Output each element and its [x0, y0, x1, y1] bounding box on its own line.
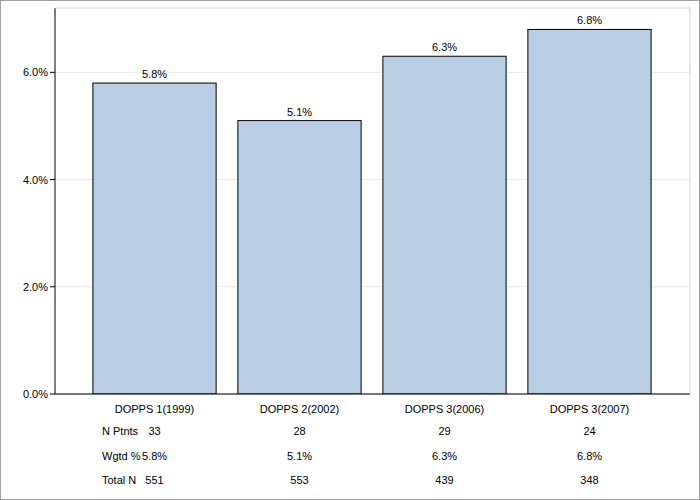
bars — [93, 29, 651, 394]
table-cell: 28 — [293, 425, 305, 437]
grid-line — [55, 394, 690, 395]
y-tick — [50, 394, 55, 395]
data-label: 5.1% — [287, 106, 312, 118]
table-row-label: Wgtd % — [102, 450, 141, 462]
y-tick-label: 2.0% — [23, 281, 48, 293]
data-label: 6.8% — [577, 14, 602, 26]
data-label: 5.8% — [142, 68, 167, 80]
x-tick-label: DOPPS 2(2002) — [260, 403, 339, 415]
y-tick — [50, 286, 55, 287]
table-cell: 33 — [148, 425, 160, 437]
data-label: 6.3% — [432, 41, 457, 53]
y-tick-label: 4.0% — [23, 174, 48, 186]
y-tick-label: 0.0% — [23, 388, 48, 400]
frame-right — [690, 8, 691, 394]
x-tick-label: DOPPS 1(1999) — [115, 403, 194, 415]
y-tick — [50, 179, 55, 180]
chart: 0.0% 2.0% 4.0% 6.0% 5.8% 5.1% 6.3% 6.8% DOPPS 1(… — [0, 0, 700, 500]
table-cell: 6.8% — [577, 450, 602, 462]
bar — [93, 83, 216, 394]
table-cell: 24 — [583, 425, 595, 437]
table-cell: 29 — [438, 425, 450, 437]
x-axis — [55, 394, 690, 395]
y-axis — [55, 8, 56, 394]
x-tick-label: DOPPS 3(2007) — [550, 403, 629, 415]
table-cell: 551 — [145, 474, 163, 486]
table-cell: 553 — [290, 474, 308, 486]
bar — [528, 29, 651, 394]
bar — [238, 121, 361, 394]
frame-top — [55, 8, 690, 9]
y-tick-label: 6.0% — [23, 66, 48, 78]
table-cell: 5.8% — [142, 450, 167, 462]
x-tick-label: DOPPS 3(2006) — [405, 403, 484, 415]
background — [1, 1, 700, 500]
table-cell: 439 — [435, 474, 453, 486]
table-cell: 6.3% — [432, 450, 457, 462]
table-row-label: Total N — [102, 474, 136, 486]
y-tick — [50, 72, 55, 73]
table-cell: 5.1% — [287, 450, 312, 462]
table-cell: 348 — [580, 474, 598, 486]
bar — [383, 56, 506, 394]
table-row-label: N Ptnts — [102, 425, 139, 437]
